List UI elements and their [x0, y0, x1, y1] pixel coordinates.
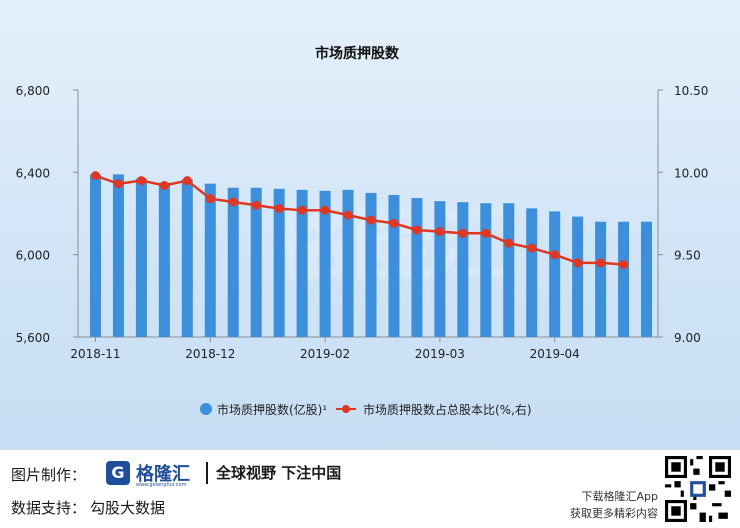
bar [342, 189, 354, 337]
qr-caption-more: 获取更多精彩内容 [570, 507, 658, 520]
qr-code[interactable] [665, 456, 731, 522]
qr-caption-download: 下载格隆汇App [581, 490, 659, 503]
legend-bar-label: 市场质押股数(亿股)¹ [217, 402, 327, 417]
line-point [435, 227, 445, 237]
line-point [504, 238, 514, 248]
made-by-label: 图片制作： [11, 466, 87, 484]
bar [365, 192, 377, 337]
y-right-tick-label: 9.00 [674, 331, 701, 345]
line-point [90, 171, 100, 181]
line-point [458, 228, 468, 238]
bar [89, 174, 101, 337]
legend: 市场质押股数(亿股)¹ 市场质押股数占总股本比(%,右) [200, 402, 532, 417]
bar [319, 190, 331, 337]
y-right-tick-label: 10.00 [674, 166, 708, 180]
x-tick-label: 2019-03 [415, 347, 465, 361]
divider [206, 462, 208, 484]
bar [457, 202, 469, 337]
bar [549, 211, 561, 337]
slogan: 全球视野 下注中国 [216, 464, 342, 482]
data-source-value: 勾股大数据 [90, 499, 166, 517]
bar [158, 182, 170, 337]
bar [434, 201, 446, 337]
bar [526, 208, 538, 337]
y-right-tick-label: 9.50 [674, 249, 701, 263]
x-tick-label: 2019-02 [300, 347, 350, 361]
line-point [182, 176, 192, 186]
line-point [481, 228, 491, 238]
line-point [274, 204, 284, 214]
line-point [527, 243, 537, 253]
bar [572, 216, 584, 337]
bar [204, 183, 216, 337]
bar [296, 189, 308, 337]
line-point [596, 258, 606, 268]
brand-name: 格隆汇 [136, 464, 190, 485]
bar [388, 194, 400, 337]
line-point [412, 225, 422, 235]
legend-bar-marker [200, 403, 212, 415]
bar [411, 198, 423, 337]
line-point [251, 200, 261, 210]
bar [112, 174, 124, 337]
bar [595, 221, 607, 337]
data-source-label: 数据支持： [11, 499, 87, 517]
y-left-tick-label: 6,800 [16, 84, 50, 98]
chart-title: 市场质押股数 [315, 45, 400, 62]
line-point [366, 215, 376, 225]
line-point [228, 197, 238, 207]
line-point [159, 181, 169, 191]
line-point [573, 258, 583, 268]
bar [135, 178, 147, 337]
line-point [550, 250, 560, 260]
bar [480, 203, 492, 337]
y-left-tick-label: 6,400 [16, 166, 50, 180]
line-point [297, 205, 307, 215]
x-tick-label: 2018-12 [185, 347, 235, 361]
line-point [389, 218, 399, 228]
plot-area: 6,800 6,400 6,000 5,600 10.50 10.00 9.50 9.00 20… [16, 84, 709, 361]
legend-line-label: 市场质押股数占总股本比(%,右) [363, 402, 532, 417]
x-tick-label: 2018-11 [70, 347, 120, 361]
bar [250, 187, 262, 337]
brand-url: www.gelonghui.com [136, 482, 187, 488]
line-point [619, 260, 629, 270]
y-left-tick-label: 6,000 [16, 249, 50, 263]
bar [618, 221, 630, 337]
line-point [320, 205, 330, 215]
bar [641, 221, 653, 337]
bar [273, 188, 285, 337]
footer: 图片制作： G 格隆汇 www.gelonghui.com 全球视野 下注中国 … [0, 450, 740, 528]
brand-logo[interactable]: G 格隆汇 www.gelonghui.com [106, 459, 201, 489]
bar [181, 179, 193, 337]
line-point [343, 210, 353, 220]
bar [227, 187, 239, 337]
y-left-tick-label: 5,600 [16, 331, 50, 345]
qr-code-icon [665, 456, 731, 522]
y-right-tick-label: 10.50 [674, 84, 708, 98]
bar [503, 203, 515, 337]
line-point [136, 176, 146, 186]
chart: 市场质押股数 格隆汇 www.gelonghui.com 6,8006,4006… [16, 45, 709, 417]
line-point [113, 179, 123, 189]
x-tick-label: 2019-04 [530, 347, 580, 361]
line-point [205, 194, 215, 204]
legend-line-marker [342, 405, 350, 413]
logo-icon: G [106, 461, 130, 485]
